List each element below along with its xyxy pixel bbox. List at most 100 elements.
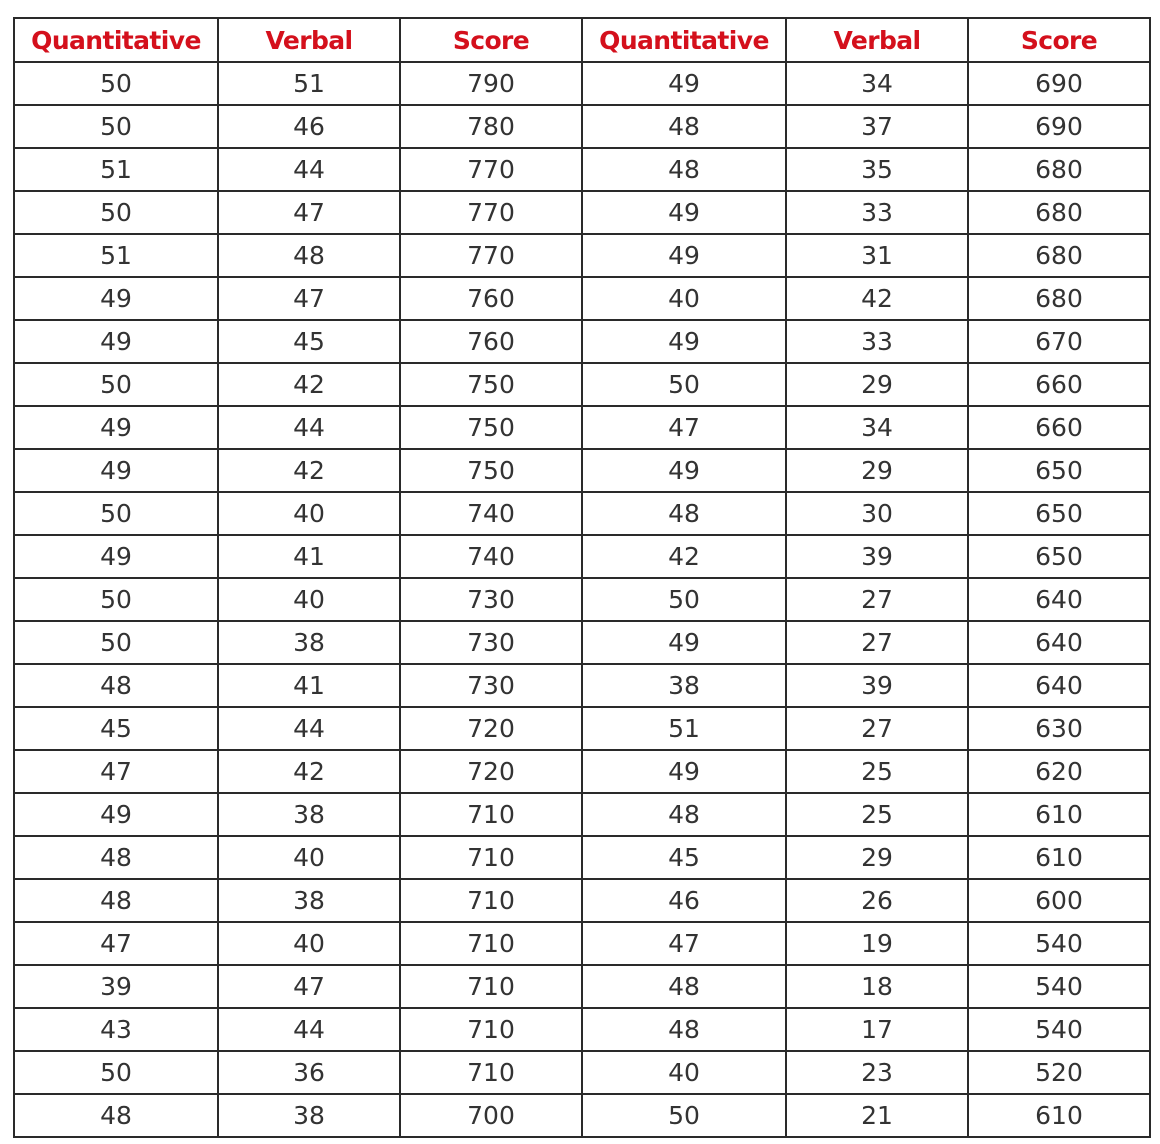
cell-quantitative: 49 xyxy=(13,319,219,364)
cell-quantitative: 43 xyxy=(13,1007,219,1052)
cell-verbal: 40 xyxy=(217,835,401,880)
cell-quantitative: 50 xyxy=(13,362,219,407)
cell-score: 770 xyxy=(399,233,583,278)
cell-quantitative: 50 xyxy=(13,190,219,235)
cell-verbal: 26 xyxy=(785,878,969,923)
cell-verbal: 29 xyxy=(785,362,969,407)
cell-score: 780 xyxy=(399,104,583,149)
cell-quantitative: 45 xyxy=(13,706,219,751)
table-row: 50 51 790 49 34 690 xyxy=(13,61,1151,106)
cell-quantitative: 48 xyxy=(581,964,787,1009)
cell-verbal: 33 xyxy=(785,190,969,235)
cell-quantitative: 45 xyxy=(581,835,787,880)
table-row: 43 44 710 48 17 540 xyxy=(13,1007,1151,1052)
cell-quantitative: 49 xyxy=(13,405,219,450)
cell-score: 700 xyxy=(399,1093,583,1138)
table-row: 50 40 740 48 30 650 xyxy=(13,491,1151,536)
column-header-quantitative: Quantitative xyxy=(581,17,787,63)
cell-quantitative: 49 xyxy=(13,448,219,493)
cell-verbal: 42 xyxy=(217,362,401,407)
cell-score: 690 xyxy=(967,104,1151,149)
cell-verbal: 38 xyxy=(217,620,401,665)
cell-quantitative: 50 xyxy=(13,104,219,149)
cell-verbal: 18 xyxy=(785,964,969,1009)
cell-quantitative: 51 xyxy=(581,706,787,751)
cell-quantitative: 50 xyxy=(581,362,787,407)
cell-verbal: 41 xyxy=(217,534,401,579)
cell-verbal: 39 xyxy=(785,534,969,579)
cell-quantitative: 50 xyxy=(581,577,787,622)
cell-score: 680 xyxy=(967,190,1151,235)
cell-quantitative: 49 xyxy=(581,749,787,794)
column-header-score: Score xyxy=(399,17,583,63)
cell-quantitative: 40 xyxy=(581,276,787,321)
cell-score: 710 xyxy=(399,878,583,923)
cell-score: 540 xyxy=(967,1007,1151,1052)
cell-verbal: 34 xyxy=(785,61,969,106)
table-row: 50 38 730 49 27 640 xyxy=(13,620,1151,665)
table-row: 51 44 770 48 35 680 xyxy=(13,147,1151,192)
cell-score: 680 xyxy=(967,276,1151,321)
cell-score: 750 xyxy=(399,448,583,493)
cell-verbal: 44 xyxy=(217,1007,401,1052)
cell-quantitative: 50 xyxy=(13,620,219,665)
cell-quantitative: 40 xyxy=(581,1050,787,1095)
cell-quantitative: 48 xyxy=(581,104,787,149)
cell-score: 720 xyxy=(399,749,583,794)
cell-quantitative: 38 xyxy=(581,663,787,708)
cell-verbal: 38 xyxy=(217,1093,401,1138)
cell-quantitative: 49 xyxy=(581,620,787,665)
cell-verbal: 46 xyxy=(217,104,401,149)
cell-score: 750 xyxy=(399,362,583,407)
cell-score: 650 xyxy=(967,491,1151,536)
cell-quantitative: 49 xyxy=(581,319,787,364)
cell-quantitative: 49 xyxy=(581,190,787,235)
cell-verbal: 29 xyxy=(785,448,969,493)
cell-score: 770 xyxy=(399,147,583,192)
cell-quantitative: 50 xyxy=(13,1050,219,1095)
table-row: 39 47 710 48 18 540 xyxy=(13,964,1151,1009)
cell-score: 750 xyxy=(399,405,583,450)
table-row: 47 42 720 49 25 620 xyxy=(13,749,1151,794)
table-row: 48 40 710 45 29 610 xyxy=(13,835,1151,880)
cell-score: 660 xyxy=(967,405,1151,450)
cell-quantitative: 48 xyxy=(581,792,787,837)
table-row: 49 38 710 48 25 610 xyxy=(13,792,1151,837)
cell-quantitative: 48 xyxy=(581,147,787,192)
table-row: 50 47 770 49 33 680 xyxy=(13,190,1151,235)
cell-verbal: 38 xyxy=(217,792,401,837)
cell-quantitative: 49 xyxy=(581,61,787,106)
column-header-quantitative: Quantitative xyxy=(13,17,219,63)
cell-verbal: 36 xyxy=(217,1050,401,1095)
header-row: Quantitative Verbal Score Quantitative Verba… xyxy=(13,17,1151,63)
cell-score: 620 xyxy=(967,749,1151,794)
table-row: 50 36 710 40 23 520 xyxy=(13,1050,1151,1095)
cell-score: 730 xyxy=(399,663,583,708)
cell-verbal: 42 xyxy=(217,448,401,493)
table-row: 49 45 760 49 33 670 xyxy=(13,319,1151,364)
cell-verbal: 34 xyxy=(785,405,969,450)
cell-verbal: 21 xyxy=(785,1093,969,1138)
cell-verbal: 27 xyxy=(785,706,969,751)
cell-verbal: 35 xyxy=(785,147,969,192)
column-header-score: Score xyxy=(967,17,1151,63)
cell-score: 720 xyxy=(399,706,583,751)
table-body: 50 51 790 49 34 690 50 46 780 48 37 690 51 44 770 48 35 6… xyxy=(13,61,1151,1138)
cell-verbal: 19 xyxy=(785,921,969,966)
cell-score: 600 xyxy=(967,878,1151,923)
cell-verbal: 31 xyxy=(785,233,969,278)
table-row: 50 42 750 50 29 660 xyxy=(13,362,1151,407)
cell-score: 710 xyxy=(399,921,583,966)
cell-quantitative: 47 xyxy=(581,405,787,450)
cell-verbal: 47 xyxy=(217,190,401,235)
cell-quantitative: 49 xyxy=(13,534,219,579)
cell-verbal: 39 xyxy=(785,663,969,708)
cell-verbal: 42 xyxy=(785,276,969,321)
cell-score: 660 xyxy=(967,362,1151,407)
cell-verbal: 51 xyxy=(217,61,401,106)
cell-score: 690 xyxy=(967,61,1151,106)
cell-quantitative: 50 xyxy=(13,61,219,106)
cell-score: 610 xyxy=(967,1093,1151,1138)
cell-score: 670 xyxy=(967,319,1151,364)
cell-score: 610 xyxy=(967,835,1151,880)
